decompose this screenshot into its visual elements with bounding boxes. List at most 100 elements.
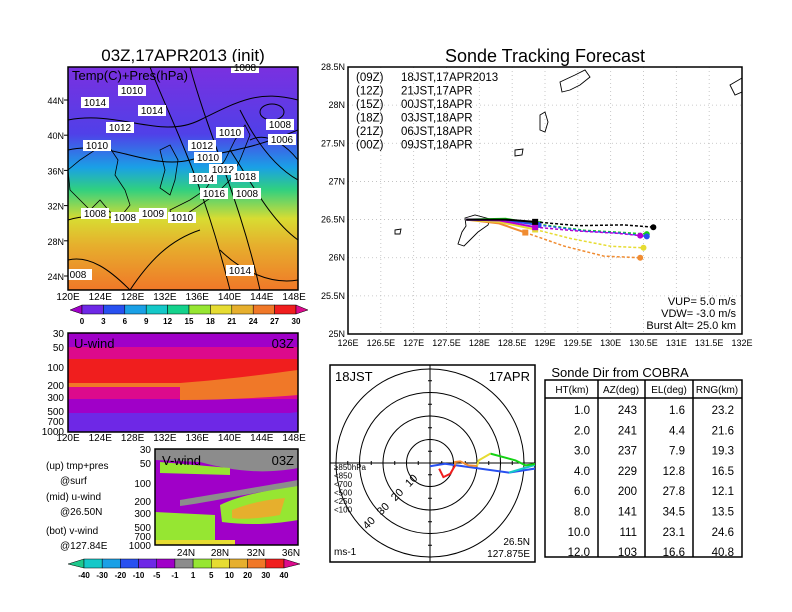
colorbar-label: 1: [191, 571, 196, 580]
contour-label-bg: [106, 122, 134, 133]
side-notes: (up) tmp+pres @surf (mid) u-wind @26.50N (bo…: [46, 461, 109, 552]
island-outline: [514, 148, 524, 157]
lon-tick-label: 131.5E: [695, 338, 724, 348]
coastline-korea: [159, 144, 179, 196]
colorbar-label: 20: [243, 571, 252, 580]
lat-tick-label: 25N: [328, 329, 345, 339]
contour-label-bg: [83, 140, 111, 151]
pressure-tick-label: 200: [134, 497, 151, 508]
contour-label: 1014: [229, 266, 252, 277]
hodograph-lon: 127.875E: [487, 549, 530, 560]
v-wind-time: 03Z: [272, 453, 294, 468]
table-cell: 23.1: [663, 527, 685, 539]
u-wind-band: [68, 347, 298, 359]
island-outline: [729, 77, 742, 96]
table-cell: 8.0: [574, 507, 590, 519]
table-frame: [544, 379, 743, 558]
track-burst-marker: [522, 229, 529, 236]
contour-label: 1008: [84, 209, 107, 220]
colorbar-arrow-left: [69, 304, 83, 315]
legend-time-jst: 09JST,18APR: [401, 140, 473, 152]
contour-label: 1012: [109, 123, 132, 134]
isobar-line: [239, 109, 298, 181]
colorbar-label: 27: [270, 317, 279, 326]
legend-time-utc: (21Z): [356, 126, 384, 138]
colorbar-swatch: [83, 558, 103, 569]
pressure-tick-label: 700: [47, 417, 64, 428]
table-cell: 200: [618, 486, 637, 498]
contour-label: 1010: [121, 86, 144, 97]
pressure-tick-label: 100: [134, 479, 151, 490]
lon-tick-label: 132E: [153, 292, 177, 303]
isobar-line: [68, 95, 298, 128]
colorbar-swatch: [231, 304, 254, 315]
colorbar-label: 6: [123, 317, 128, 326]
track-dashed: [534, 228, 644, 249]
colorbar-label: -5: [153, 571, 161, 580]
table-cell: 16.6: [663, 547, 685, 559]
lon-tick-label: 128.5E: [498, 338, 527, 348]
colorbar-swatch: [265, 558, 285, 569]
temperature-pressure-map: 03Z,17APR2013 (init)10101014101410121010…: [47, 46, 309, 326]
legend-time-utc: (00Z): [356, 140, 384, 152]
contour-label-bg: [266, 119, 294, 130]
track-landing-marker: [637, 254, 644, 261]
colorbar-label: 30: [261, 571, 270, 580]
colorbar-label: 5: [209, 571, 214, 580]
v-wind-gray: [155, 449, 298, 472]
table-cell: 4.0: [574, 466, 590, 478]
table-cell: 21.6: [712, 425, 734, 437]
hodograph: 10203040≥850hPa<850<700<500<250<10018JST…: [329, 364, 536, 563]
table-cell: 3.0: [574, 446, 590, 458]
lat-tick-label: 44N: [47, 96, 64, 106]
track-burst-marker: [532, 218, 539, 225]
pressure-tick-label: 100: [47, 363, 64, 374]
lat-tick-label: 28N: [211, 548, 229, 559]
lon-tick-label: 120E: [56, 292, 80, 303]
lat-tick-label: 24N: [47, 272, 64, 282]
lat-tick-label: 28N: [47, 237, 64, 247]
contour-label-bg: [81, 208, 109, 219]
track-burst-marker: [535, 221, 542, 228]
table-cell: 40.8: [712, 547, 734, 559]
track-landing-marker: [650, 224, 657, 231]
track-dashed: [535, 221, 654, 228]
contour-label-bg: [194, 152, 222, 163]
lat-tick-label: 36N: [282, 548, 300, 559]
colorbar-swatch: [174, 558, 194, 569]
colorbar-label: -30: [96, 571, 108, 580]
table-cell: 1.6: [669, 405, 685, 417]
table-cell: 34.5: [663, 507, 685, 519]
map-title: 03Z,17APR2013 (init): [101, 46, 264, 65]
hodograph-segment: [508, 463, 535, 474]
lon-tick-label: 124E: [89, 433, 113, 444]
lon-tick-label: 148E: [282, 433, 306, 444]
colorbar-label: 9: [144, 317, 149, 326]
u-wind-time: 03Z: [272, 336, 294, 351]
lat-tick-label: 25.5N: [321, 291, 345, 301]
hodograph-legend-item: <500: [334, 489, 353, 498]
legend-time-jst: 18JST,17APR2013: [401, 72, 498, 84]
table-cell: 12.8: [663, 466, 685, 478]
colorbar-label: 40: [280, 571, 289, 580]
lon-tick-label: 140E: [218, 433, 242, 444]
lat-tick-label: 27.5N: [321, 138, 345, 148]
colorbar-swatch: [167, 304, 190, 315]
lat-tick-label: 36N: [47, 166, 64, 176]
table-cell: 229: [618, 466, 637, 478]
lon-tick-label: 131E: [666, 338, 687, 348]
side-note: (mid) u-wind: [46, 492, 101, 503]
lon-tick-label: 144E: [250, 292, 274, 303]
table-row: 10.0 111 23.1 24.6: [568, 527, 734, 539]
hodograph-plot: [330, 365, 535, 562]
track-landing-marker: [640, 244, 647, 251]
contour-label: 1006: [271, 135, 294, 146]
lon-tick-label: 136E: [186, 433, 210, 444]
u-wind-jet: [180, 370, 298, 400]
colorbar-label: 12: [163, 317, 172, 326]
lon-tick-label: 129E: [534, 338, 555, 348]
map-frame: [67, 66, 299, 291]
colorbar-label: 30: [292, 317, 301, 326]
